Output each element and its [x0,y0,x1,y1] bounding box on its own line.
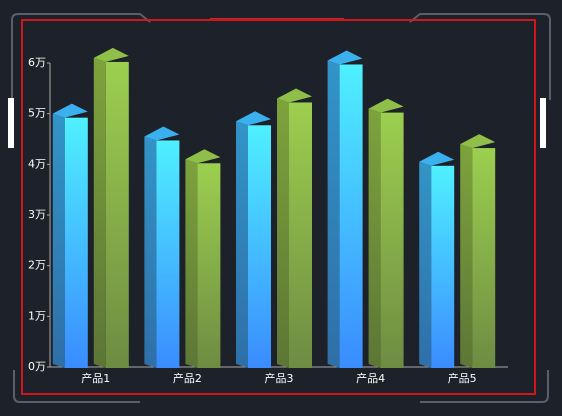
bar-top [327,50,363,65]
bar-top [52,103,88,118]
bar-top [460,134,496,149]
bar [156,140,180,368]
y-tick-label: 2万 [28,259,46,272]
y-tick-label: 5万 [28,107,46,120]
y-tick-label: 1万 [28,309,46,322]
bar [472,148,496,368]
y-tick-label: 0万 [28,360,46,373]
bar-top [419,151,455,166]
x-tick-label: 产品3 [265,371,294,385]
bar-side [185,159,198,368]
x-tick-label: 产品4 [356,371,385,385]
bar [248,125,271,369]
bar-side [368,108,381,368]
bar [289,102,312,368]
x-tick-label: 产品2 [173,371,202,385]
bar-side [236,121,248,369]
bar-side [52,113,65,369]
border [21,19,536,395]
bar-top [236,111,271,126]
bar [380,112,404,368]
y-tick-label: 4万 [28,157,46,170]
bar-side [93,57,106,368]
bar-side [460,144,473,368]
bar-top [144,126,180,141]
bar-side [277,98,289,368]
bar-top [368,98,404,113]
x-tick-label: 产品1 [81,371,110,385]
bar-top [93,47,129,62]
bar [64,117,88,369]
y-tick-label: 3万 [28,208,46,221]
y-tick-label: 6万 [28,56,46,69]
bar-top [277,88,312,103]
x-tick-label: 产品5 [448,371,477,385]
bar [197,163,221,368]
bar-side [327,60,340,368]
bar-side [419,161,432,368]
bar-side [144,136,157,368]
bar-top [185,149,221,164]
bar [339,64,363,368]
bar [431,165,455,368]
bar [105,61,129,368]
